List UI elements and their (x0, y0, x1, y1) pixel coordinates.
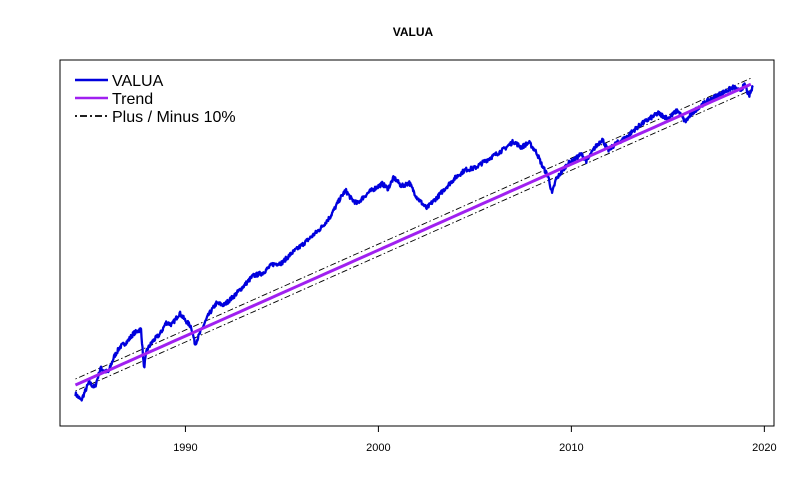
band-lower-line (75, 89, 752, 392)
band-upper-line (75, 77, 752, 380)
legend-label-valua: VALUA (112, 73, 164, 90)
x-tick-label: 2020 (752, 442, 776, 454)
series-layer (74, 77, 754, 402)
chart-title: VALUA (393, 25, 434, 39)
series-line-trend (74, 82, 752, 387)
x-tick-label: 2010 (559, 442, 583, 454)
legend-label-band: Plus / Minus 10% (112, 109, 236, 126)
series-line-valua (74, 82, 754, 402)
legend-label-trend: Trend (112, 91, 153, 108)
x-tick-label: 1990 (173, 442, 197, 454)
legend: VALUA Trend Plus / Minus 10% (75, 73, 236, 126)
x-tick-label: 2000 (366, 442, 390, 454)
x-axis: 1990 2000 2010 2020 (173, 425, 777, 454)
